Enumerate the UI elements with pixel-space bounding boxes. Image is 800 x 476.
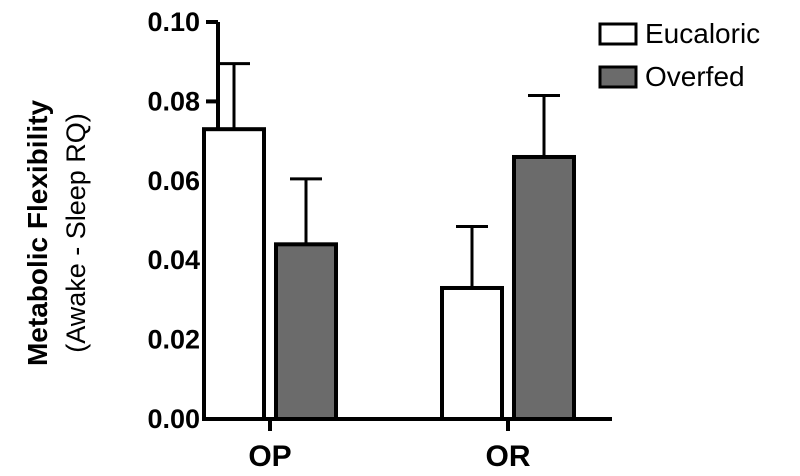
y-tick-label: 0.06 <box>147 166 200 196</box>
y-tick-label: 0.00 <box>147 404 200 434</box>
bars <box>202 62 576 421</box>
legend-swatch <box>598 22 638 46</box>
y-tick-label: 0.04 <box>147 245 200 275</box>
bar-eucaloric-or <box>440 285 504 421</box>
x-tick-label: OP <box>248 440 291 473</box>
y-axis-sublabel: (Awake - Sleep RQ) <box>61 113 91 353</box>
legend-swatch <box>598 65 638 89</box>
y-tick-label: 0.10 <box>147 7 200 37</box>
legend-label: Eucaloric <box>645 18 760 49</box>
bar-overfed-op <box>274 242 338 421</box>
legend-label: Overfed <box>645 61 745 92</box>
y-tick-label: 0.08 <box>147 86 200 116</box>
bar-overfed-or <box>512 154 576 421</box>
y-tick-label: 0.02 <box>147 325 200 355</box>
y-axis-label: Metabolic Flexibility <box>22 100 53 366</box>
legend: Eucaloric Overfed <box>598 18 760 92</box>
x-tick-label: OR <box>486 440 531 473</box>
y-axis-title: Metabolic Flexibility (Awake - Sleep RQ) <box>22 100 91 366</box>
bar-eucaloric-op <box>202 127 266 421</box>
x-axis: OP OR <box>216 417 612 473</box>
